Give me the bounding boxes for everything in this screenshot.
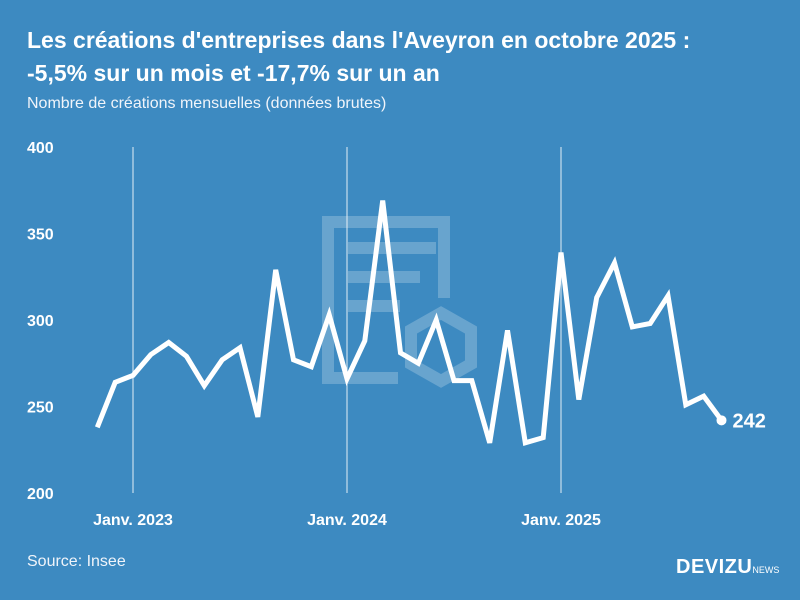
- y-tick-label: 250: [27, 400, 54, 417]
- series-line: [94, 200, 724, 446]
- x-tick-label: Janv. 2023: [93, 512, 173, 529]
- y-tick-label: 350: [27, 227, 54, 244]
- x-tick-label: Janv. 2024: [307, 512, 387, 529]
- chart-subtitle: Nombre de créations mensuelles (données …: [27, 95, 387, 112]
- y-tick-label: 400: [27, 140, 54, 157]
- chart-title: Les créations d'entreprises dans l'Aveyr…: [27, 24, 787, 90]
- title-line-2: -5,5% sur un mois et -17,7% sur un an: [27, 60, 440, 86]
- watermark-logo: [322, 216, 477, 388]
- x-tick-label: Janv. 2025: [521, 512, 601, 529]
- brand-name: DEVIZU: [676, 556, 753, 578]
- source-text: Source: Insee: [27, 553, 126, 570]
- title-line-1: Les créations d'entreprises dans l'Aveyr…: [27, 27, 691, 53]
- last-point: [716, 415, 727, 426]
- y-tick-label: 200: [27, 486, 54, 503]
- brand-suffix: NEWS: [752, 565, 780, 575]
- last-value-label: 242: [733, 410, 766, 432]
- brand-logo: DEVIZUNEWS: [676, 556, 779, 579]
- y-tick-label: 300: [27, 313, 54, 330]
